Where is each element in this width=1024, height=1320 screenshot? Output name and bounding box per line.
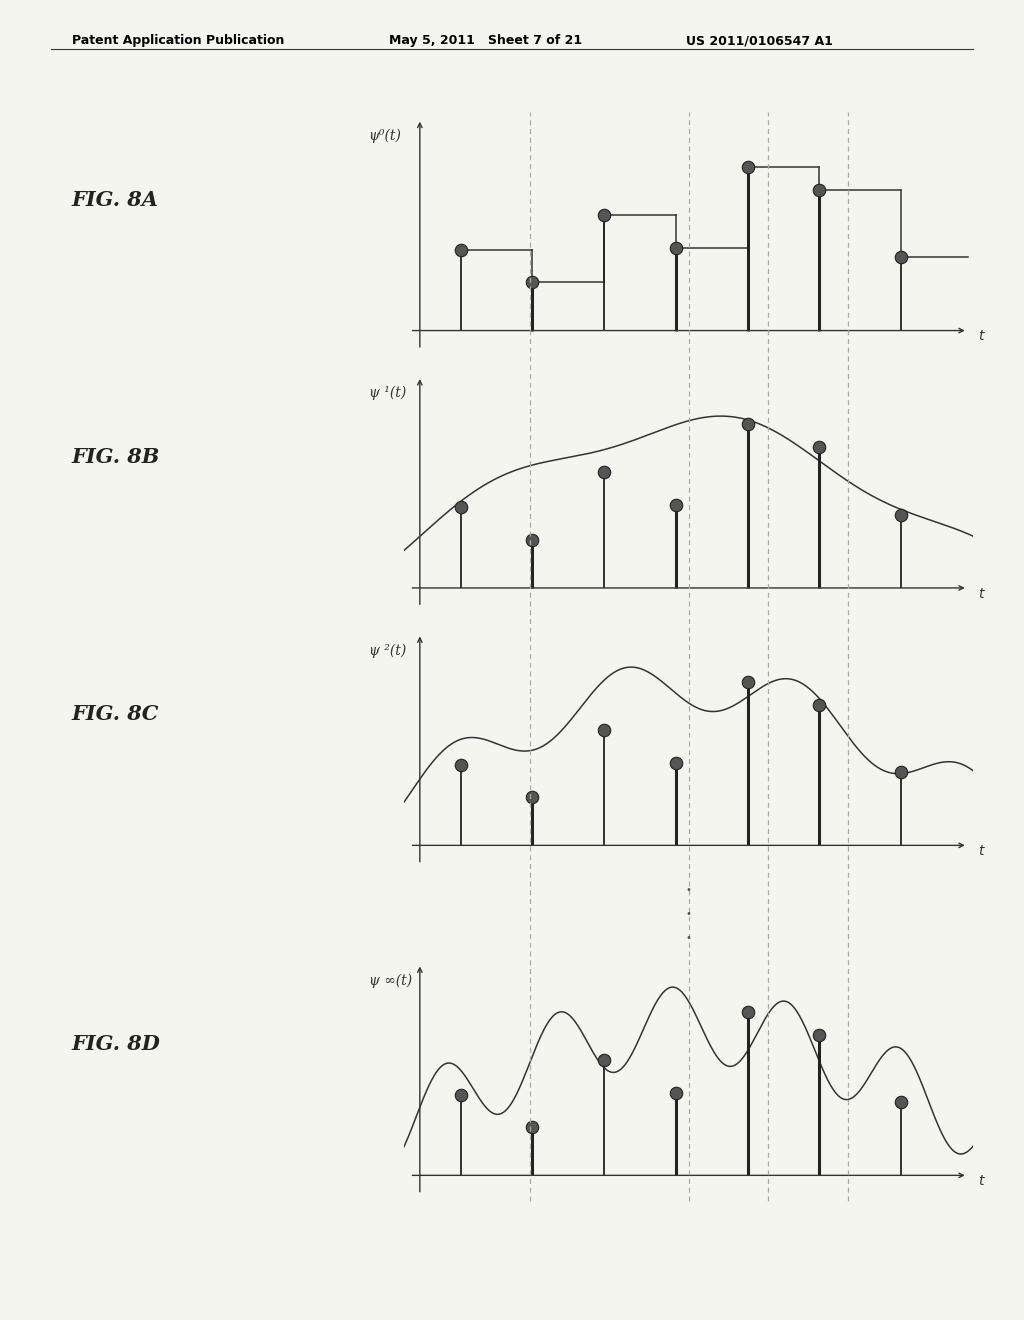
Text: •: • [686, 909, 691, 919]
Text: FIG. 8D: FIG. 8D [72, 1035, 161, 1055]
Text: ψ ²(t): ψ ²(t) [369, 643, 406, 657]
Text: US 2011/0106547 A1: US 2011/0106547 A1 [686, 34, 833, 48]
Text: •: • [686, 933, 691, 942]
Text: FIG. 8A: FIG. 8A [72, 190, 159, 210]
Text: FIG. 8C: FIG. 8C [72, 705, 159, 725]
Text: ψ ∞(t): ψ ∞(t) [369, 973, 412, 987]
Text: Patent Application Publication: Patent Application Publication [72, 34, 284, 48]
Text: ψ ¹(t): ψ ¹(t) [369, 385, 406, 400]
Text: t: t [978, 1173, 983, 1188]
Text: •: • [686, 886, 691, 895]
Text: t: t [978, 329, 983, 343]
Text: t: t [978, 586, 983, 601]
Text: FIG. 8B: FIG. 8B [72, 447, 160, 467]
Text: t: t [978, 843, 983, 858]
Text: ψ⁰(t): ψ⁰(t) [369, 128, 401, 143]
Text: May 5, 2011   Sheet 7 of 21: May 5, 2011 Sheet 7 of 21 [389, 34, 583, 48]
